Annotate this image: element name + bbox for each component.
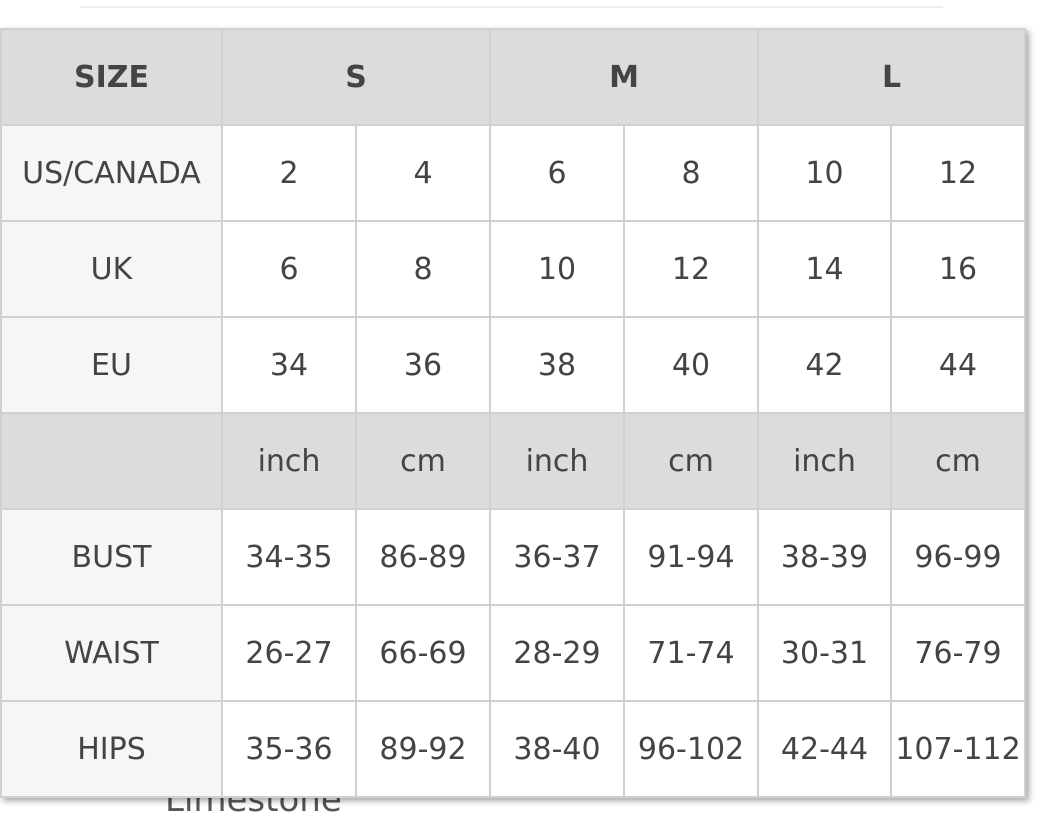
cell: 38-39 [757, 508, 892, 606]
unit-cell: cm [623, 412, 759, 510]
empty-cell [0, 412, 223, 510]
size-group: S [221, 28, 491, 126]
cell: 76-79 [890, 604, 1026, 702]
cell: 38 [489, 316, 625, 414]
divider [80, 6, 943, 8]
cell: 96-99 [890, 508, 1026, 606]
unit-cell: cm [890, 412, 1026, 510]
row-label: US/CANADA [0, 124, 223, 222]
header-row: SIZE S M L [0, 28, 1026, 126]
unit-cell: inch [221, 412, 357, 510]
cell: 4 [355, 124, 491, 222]
cell: 42-44 [757, 700, 892, 798]
measure-row: BUST 34-35 86-89 36-37 91-94 38-39 96-99 [0, 508, 1026, 606]
cell: 34 [221, 316, 357, 414]
unit-cell: inch [757, 412, 892, 510]
size-group: L [757, 28, 1026, 126]
measure-row: WAIST 26-27 66-69 28-29 71-74 30-31 76-79 [0, 604, 1026, 702]
cell: 30-31 [757, 604, 892, 702]
cell: 2 [221, 124, 357, 222]
cell: 10 [489, 220, 625, 318]
cell: 36-37 [489, 508, 625, 606]
row-label: BUST [0, 508, 223, 606]
cell: 44 [890, 316, 1026, 414]
cell: 26-27 [221, 604, 357, 702]
unit-cell: inch [489, 412, 625, 510]
measure-row: HIPS 35-36 89-92 38-40 96-102 42-44 107-112 [0, 700, 1026, 798]
cell: 6 [489, 124, 625, 222]
cell: 12 [623, 220, 759, 318]
cell: 36 [355, 316, 491, 414]
cell: 8 [355, 220, 491, 318]
cell: 86-89 [355, 508, 491, 606]
cell: 66-69 [355, 604, 491, 702]
row-label: HIPS [0, 700, 223, 798]
header-cell: SIZE [0, 28, 223, 126]
cell: 8 [623, 124, 759, 222]
cell: 35-36 [221, 700, 357, 798]
cell: 96-102 [623, 700, 759, 798]
size-row: UK 6 8 10 12 14 16 [0, 220, 1026, 318]
cell: 91-94 [623, 508, 759, 606]
cell: 16 [890, 220, 1026, 318]
cell: 89-92 [355, 700, 491, 798]
row-label: EU [0, 316, 223, 414]
units-row: inch cm inch cm inch cm [0, 412, 1026, 510]
size-row: US/CANADA 2 4 6 8 10 12 [0, 124, 1026, 222]
cell: 38-40 [489, 700, 625, 798]
cell: 34-35 [221, 508, 357, 606]
unit-cell: cm [355, 412, 491, 510]
cell: 28-29 [489, 604, 625, 702]
size-table: SIZE S M L US/CANADA 2 4 6 8 10 12 UK 6 8 10 12 14 16 EU 34… [0, 28, 1026, 798]
size-row: EU 34 36 38 40 42 44 [0, 316, 1026, 414]
row-label: WAIST [0, 604, 223, 702]
row-label: UK [0, 220, 223, 318]
cell: 107-112 [890, 700, 1026, 798]
cell: 10 [757, 124, 892, 222]
size-group: M [489, 28, 759, 126]
cell: 12 [890, 124, 1026, 222]
cell: 14 [757, 220, 892, 318]
cell: 40 [623, 316, 759, 414]
cell: 42 [757, 316, 892, 414]
cell: 71-74 [623, 604, 759, 702]
cell: 6 [221, 220, 357, 318]
